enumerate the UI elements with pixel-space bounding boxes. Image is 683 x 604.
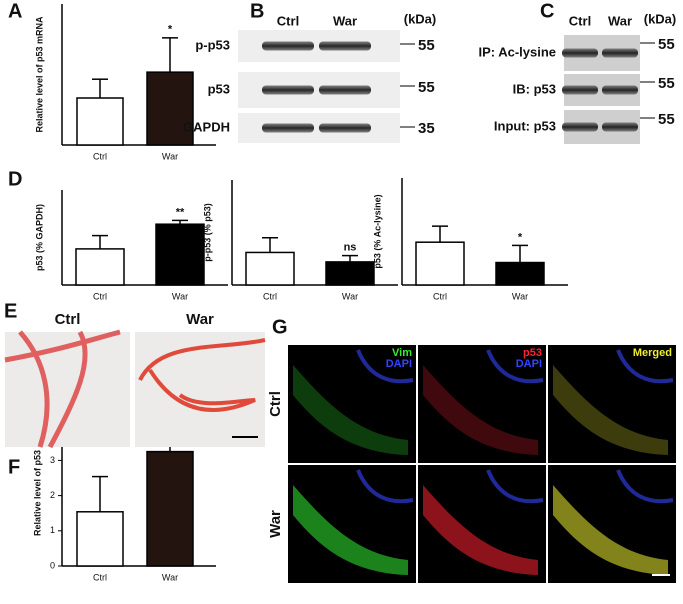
blot-band: [319, 85, 371, 95]
x-tick-label: War: [342, 291, 358, 301]
marker-label: 55: [658, 75, 675, 92]
tissue-signal: [486, 469, 544, 504]
tissue-signal: [553, 365, 668, 455]
fluorescence-image: [288, 345, 416, 463]
y-axis-label: Relative level of p53 mRNA: [32, 419, 42, 536]
tissue-signal: [423, 365, 538, 455]
blot-row-label: Input: p53: [494, 118, 556, 133]
bar: [155, 223, 205, 286]
tissue-signal: [356, 349, 414, 384]
y-axis-label: p-p53 (% p53): [202, 203, 212, 262]
x-tick-label: Ctrl: [433, 291, 447, 301]
bar: [146, 71, 194, 146]
blot-band: [319, 123, 371, 133]
fluorescence-image: [418, 345, 546, 463]
significance: **: [176, 206, 185, 218]
significance: ns: [344, 242, 357, 254]
channel-label: Merged: [633, 347, 672, 359]
row-label: War: [267, 510, 284, 538]
bar: [76, 511, 124, 567]
tissue-signal: [616, 469, 674, 504]
y-tick-label: 1: [50, 525, 55, 535]
tissue-signal: [423, 485, 538, 575]
panel-letter: F: [8, 456, 20, 478]
marker-label: 55: [418, 37, 435, 54]
blot-band: [262, 85, 314, 95]
tissue: [138, 338, 266, 412]
blot-column: War: [333, 13, 357, 28]
blot-band: [562, 85, 598, 95]
x-tick-label: Ctrl: [263, 291, 277, 301]
bar: [76, 97, 124, 146]
blot-row-label: IB: p53: [513, 81, 556, 96]
blot-unit: (kDa): [644, 11, 677, 26]
panel-letter: B: [250, 0, 264, 22]
blot-column: War: [608, 13, 632, 28]
y-axis-label: p53 (% GAPDH): [34, 204, 44, 271]
marker-label: 35: [418, 120, 435, 137]
blot-row-label: p53: [208, 81, 230, 96]
tissue-signal: [293, 485, 408, 575]
tissue-signal: [553, 485, 668, 575]
bar: [245, 251, 295, 286]
blot-row-label: GAPDH: [183, 119, 230, 134]
bar: [146, 450, 194, 567]
marker-label: 55: [658, 111, 675, 128]
x-tick-label: War: [162, 572, 178, 582]
bar: [415, 241, 465, 286]
blot-band: [262, 41, 314, 51]
x-tick-label: Ctrl: [93, 151, 107, 161]
x-tick-label: Ctrl: [93, 572, 107, 582]
fluorescence-image: [548, 345, 676, 463]
blot-band: [602, 48, 638, 58]
image-label: Ctrl: [55, 311, 81, 328]
marker-label: 55: [418, 79, 435, 96]
tissue-signal: [616, 349, 674, 384]
y-tick-label: 0: [50, 560, 55, 570]
significance: *: [518, 231, 523, 243]
tissue: [4, 329, 121, 449]
x-tick-label: War: [512, 291, 528, 301]
blot-row-label: IP: Ac-lysine: [478, 44, 556, 59]
bar: [75, 248, 125, 286]
blot-row-label: p-p53: [195, 37, 230, 52]
y-tick-label: 2: [50, 490, 55, 500]
y-axis-label: Relative level of p53 mRNA: [34, 16, 44, 133]
tissue-signal: [293, 365, 408, 455]
blot-band: [319, 41, 371, 51]
panel-letter: E: [4, 300, 17, 322]
image-label: War: [186, 311, 214, 328]
panel-letter: A: [8, 0, 22, 22]
blot-column: Ctrl: [277, 13, 299, 28]
panel-letter: G: [272, 316, 288, 338]
x-tick-label: War: [162, 151, 178, 161]
blot-unit: (kDa): [404, 11, 437, 26]
marker-label: 55: [658, 36, 675, 53]
tissue-signal: [356, 469, 414, 504]
blot-band: [602, 85, 638, 95]
row-label: Ctrl: [267, 391, 284, 417]
histology-image: [135, 332, 265, 447]
bar: [325, 261, 375, 286]
significance: *: [168, 24, 173, 36]
histology-image: [5, 332, 130, 447]
blot-band: [602, 122, 638, 132]
channel-label: DAPI: [516, 358, 542, 370]
channel-label: p53: [523, 347, 542, 359]
panel-letter: D: [8, 168, 22, 190]
bar: [495, 261, 545, 286]
blot-column: Ctrl: [569, 13, 591, 28]
x-tick-label: War: [172, 291, 188, 301]
panel-letter: C: [540, 0, 554, 22]
y-axis-label: p53 (% Ac-lysine): [372, 194, 382, 268]
blot-band: [262, 123, 314, 133]
channel-label: DAPI: [386, 358, 412, 370]
tissue-signal: [486, 349, 544, 384]
blot-band: [562, 48, 598, 58]
channel-label: Vim: [392, 347, 412, 359]
x-tick-label: Ctrl: [93, 291, 107, 301]
y-tick-label: 3: [50, 455, 55, 465]
blot-band: [562, 122, 598, 132]
